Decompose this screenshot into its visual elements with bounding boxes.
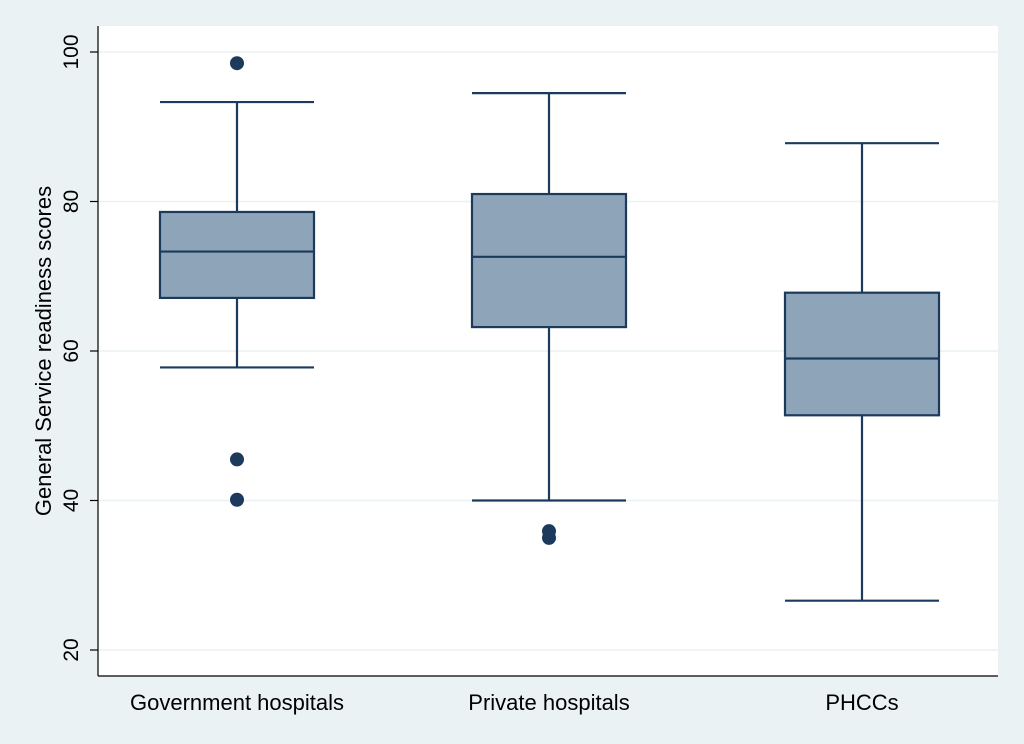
y-axis-ticks: 20 40 60 80 100	[60, 34, 98, 662]
y-tick-label-60: 60	[60, 339, 83, 362]
y-axis-title: General Service readiness scores	[31, 186, 56, 516]
iqr-box	[783, 291, 941, 417]
outlier-point-3	[230, 492, 244, 507]
outlier-point-2	[542, 530, 556, 545]
category-label-1: Government hospitals	[130, 690, 344, 715]
box-group-3	[783, 142, 941, 602]
iqr-box	[158, 210, 316, 300]
box-group-1	[158, 56, 316, 507]
x-axis-categories: Government hospitals Private hospitals PHC…	[130, 690, 899, 715]
y-tick-label-20: 20	[60, 638, 83, 661]
outlier-point-2	[230, 452, 244, 467]
outlier-point-1	[230, 56, 244, 71]
category-label-2: Private hospitals	[468, 690, 629, 715]
y-tick-label-100: 100	[60, 34, 83, 69]
box-series	[158, 56, 941, 602]
y-tick-label-80: 80	[60, 190, 83, 213]
box-group-2	[470, 92, 628, 545]
iqr-box	[470, 192, 628, 329]
y-tick-label-40: 40	[60, 489, 83, 512]
category-label-3: PHCCs	[825, 690, 898, 715]
